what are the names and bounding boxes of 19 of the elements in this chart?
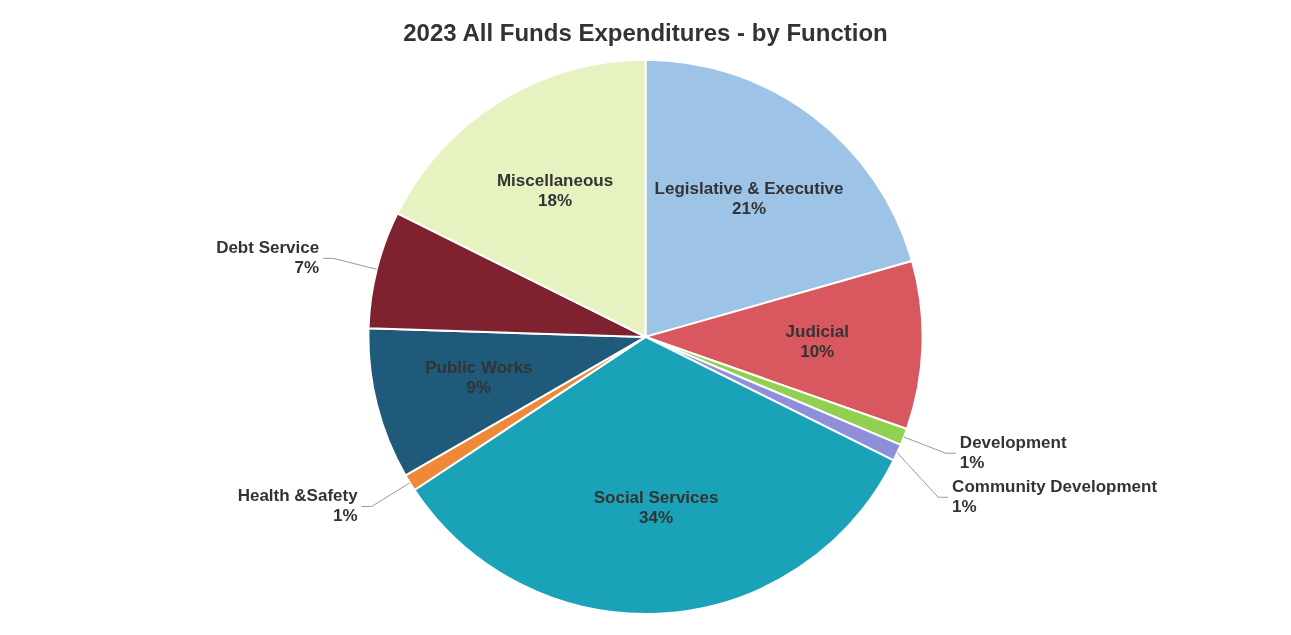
data-label: 1% [959,452,985,472]
slice-label: Legislative & Executive [654,179,844,199]
data-label: 7% [294,258,320,278]
slice-label: Health &Safety [237,486,359,506]
data-label: 1% [333,506,358,526]
slice-label: Development [959,432,1067,452]
slice-label: Judicial [785,321,849,341]
data-label: 21% [732,199,767,219]
slice-label: Debt Service [216,238,320,258]
data-label: 10% [800,341,835,361]
slice-label: Public Works [425,358,533,378]
slice-label: Social Services [593,488,719,508]
data-label: 1% [952,496,977,516]
data-label: 34% [639,508,674,528]
chart-title: 2023 All Funds Expenditures - by Function [403,19,888,47]
data-label: 9% [466,378,492,398]
slice-label: Community Development [952,476,1158,496]
data-label: 18% [538,190,573,210]
slice-label: Miscellaneous [496,170,614,190]
